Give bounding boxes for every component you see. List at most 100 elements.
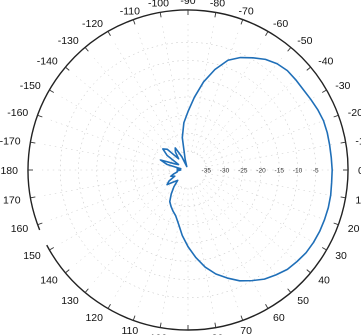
angle-tick-mark: [37, 222, 43, 226]
grid-spoke: [199, 183, 283, 283]
grid-spoke: [93, 57, 177, 157]
angle-tick-mark: [107, 304, 111, 309]
grid-ring: [78, 60, 298, 280]
angle-tick-mark: [107, 31, 111, 36]
angle-tick-label: 170: [3, 195, 21, 207]
grid-spoke: [205, 144, 332, 168]
angle-tick-label: 100: [150, 332, 168, 335]
angle-tick-layer: [28, 10, 348, 330]
grid-ring: [151, 133, 225, 207]
grid-ring: [114, 96, 262, 244]
angle-tick-label: -30: [335, 80, 350, 92]
grid-spoke: [203, 178, 315, 244]
angle-tick-label: -110: [120, 5, 140, 17]
angle-tick-label: 110: [121, 325, 138, 335]
grid-spoke: [190, 187, 214, 314]
grid-spoke: [162, 187, 186, 314]
angle-tick-mark: [322, 89, 327, 93]
angle-tick-mark: [287, 288, 292, 293]
angle-tick-mark: [214, 12, 217, 18]
angle-tick-label: 150: [23, 250, 41, 262]
radial-tick-label: -20: [256, 168, 266, 175]
angle-tick-label: -160: [7, 107, 28, 119]
grid-spoke: [194, 187, 239, 308]
angle-tick-mark: [265, 31, 269, 36]
grid-spoke: [205, 176, 326, 221]
grid-spoke: [162, 26, 186, 153]
angle-tick-label: -130: [58, 35, 79, 47]
grid-layer: [27, 9, 349, 331]
angle-tick-label: -60: [273, 18, 288, 30]
angle-tick-mark: [159, 12, 162, 18]
grid-spoke: [61, 178, 173, 244]
grid-spoke: [50, 119, 171, 164]
radial-tick-label: -10: [293, 168, 303, 175]
radial-tick-label: -5: [313, 168, 319, 175]
angle-tick-label: 140: [40, 274, 58, 286]
angle-tick-mark: [84, 47, 89, 52]
radial-tick-label: -15: [275, 168, 285, 175]
angle-tick-label: -170: [0, 135, 21, 147]
angle-tick-mark: [333, 114, 339, 118]
angle-tick-label: -40: [318, 56, 333, 68]
grid-spoke: [194, 32, 239, 153]
angle-tick-mark: [159, 322, 162, 328]
angle-tick-mark: [265, 304, 269, 309]
angle-tick-mark: [132, 19, 136, 25]
angle-tick-label: 10: [355, 195, 361, 207]
radial-tick-label: -30: [220, 168, 230, 175]
angle-tick-label: -100: [148, 0, 169, 10]
pattern-curve: [159, 56, 333, 282]
angle-tick-mark: [65, 66, 70, 71]
angle-tick-label: -140: [37, 56, 58, 68]
grid-spoke: [201, 75, 301, 159]
grid-spoke: [203, 96, 315, 162]
angle-tick-label: 180: [0, 165, 18, 177]
angle-tick-label: -10: [355, 135, 361, 147]
grid-ring: [96, 78, 280, 262]
angle-tick-mark: [37, 114, 43, 118]
grid-spoke: [205, 119, 326, 164]
radial-tick-label: -25: [238, 168, 248, 175]
angle-tick-label: 20: [348, 223, 360, 235]
angle-tick-label: -80: [210, 0, 225, 10]
angle-tick-mark: [333, 222, 339, 226]
grid-spoke: [61, 96, 173, 162]
grid-spoke: [190, 26, 214, 153]
radial-tick-label: -35: [202, 168, 212, 175]
angle-tick-label: 0: [358, 165, 361, 177]
angle-tick-mark: [214, 322, 217, 328]
angle-tick-mark: [30, 141, 36, 144]
angle-tick-mark: [240, 315, 244, 321]
grid-ring: [60, 42, 316, 298]
angle-tick-mark: [306, 269, 311, 274]
angle-tick-label: 30: [335, 250, 347, 262]
angle-tick-label: 80: [212, 332, 224, 335]
grid-spoke: [201, 181, 301, 265]
grid-spoke: [93, 183, 177, 283]
angle-tick-label: -70: [239, 5, 254, 17]
angle-tick-label: -90: [180, 0, 195, 7]
angle-tick-label: -120: [82, 18, 103, 30]
angle-tick-mark: [84, 288, 89, 293]
angle-tick-label: -20: [348, 107, 361, 119]
series-layer: [159, 56, 333, 282]
grid-spoke: [137, 32, 182, 153]
angle-tick-mark: [240, 19, 244, 25]
angle-tick-label: 160: [11, 223, 29, 235]
angle-tick-label: 40: [318, 274, 330, 286]
angle-tick-mark: [65, 269, 70, 274]
outer-ring: [27, 9, 349, 331]
angle-tick-label: 60: [273, 312, 285, 324]
angle-tick-mark: [322, 247, 327, 251]
angle-tick-mark: [49, 89, 54, 93]
angle-tick-label: -150: [20, 80, 41, 92]
angle-tick-mark: [132, 315, 136, 321]
angle-tick-label: 130: [61, 295, 79, 307]
angle-tick-mark: [340, 196, 346, 199]
grid-spoke: [205, 172, 332, 196]
grid-spoke: [114, 43, 180, 155]
angle-tick-mark: [49, 247, 54, 251]
